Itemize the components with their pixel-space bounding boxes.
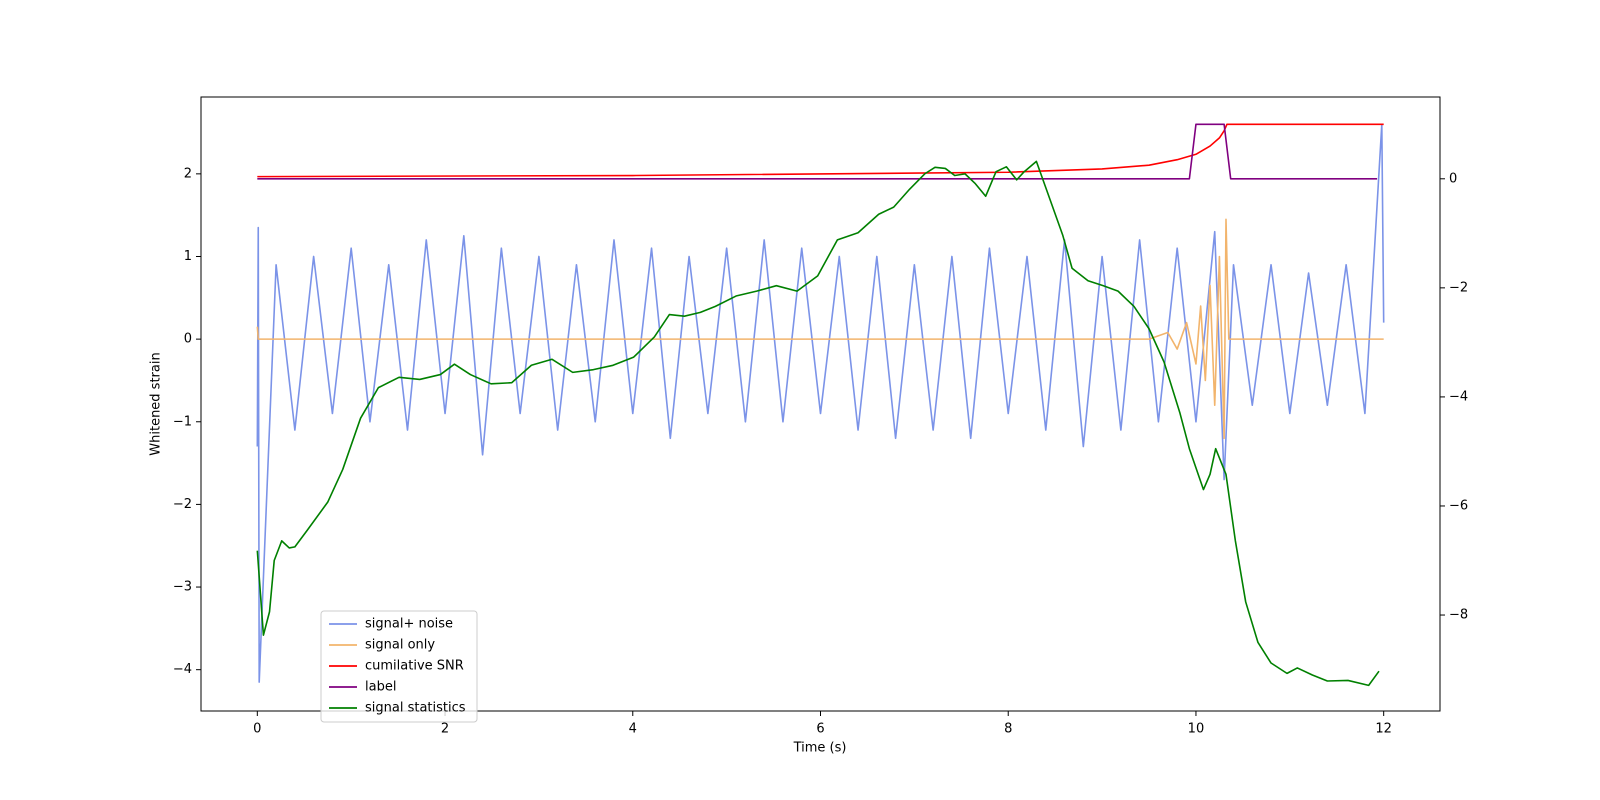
legend-label: signal statistics — [365, 701, 466, 716]
plot-area — [256, 123, 1385, 687]
y2-tick-label: −4 — [1449, 389, 1468, 404]
legend-label: signal only — [365, 638, 435, 653]
y2-tick-label: −6 — [1449, 498, 1468, 513]
y-tick-label: −3 — [173, 580, 192, 595]
y2-tick-label: −2 — [1449, 280, 1468, 295]
x-tick-label: 8 — [1004, 722, 1012, 737]
series-line — [256, 218, 1384, 440]
legend-box — [320, 610, 478, 723]
y-tick-label: −1 — [173, 414, 192, 429]
y2-tick-label: 0 — [1449, 171, 1457, 186]
x-tick-label: 12 — [1375, 722, 1392, 737]
x-tick-label: 10 — [1188, 722, 1205, 737]
series-line — [256, 160, 1380, 687]
y-tick-label: −4 — [173, 662, 192, 677]
y-tick-label: 1 — [184, 249, 192, 264]
legend-label: signal+ noise — [365, 617, 453, 632]
x-tick-label: 0 — [253, 722, 261, 737]
x-tick-label: 2 — [441, 722, 449, 737]
y-tick-label: 2 — [184, 166, 192, 181]
x-tick-label: 6 — [816, 722, 824, 737]
series-line — [257, 123, 1384, 178]
y-tick-label: 0 — [184, 332, 192, 347]
legend-label: label — [365, 680, 396, 695]
x-tick-label: 4 — [629, 722, 637, 737]
legend-label: cumilative SNR — [365, 659, 464, 674]
y-tick-label: −2 — [173, 497, 192, 512]
series-line — [257, 123, 1378, 180]
y2-tick-label: −8 — [1449, 608, 1468, 623]
x-axis-label: Time (s) — [793, 741, 847, 756]
y-axis-label: Whitened strain — [149, 352, 164, 455]
